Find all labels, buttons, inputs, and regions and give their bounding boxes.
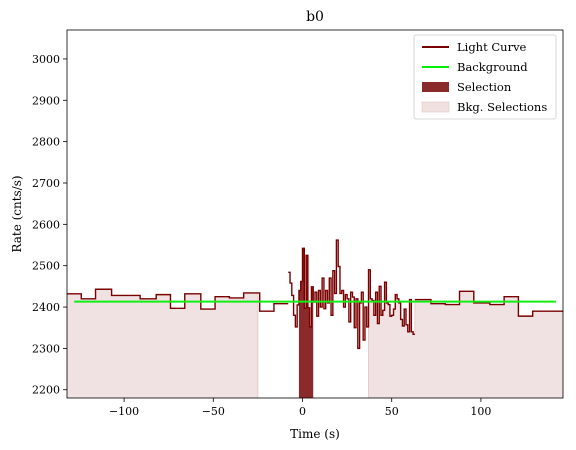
y-tick-label: 2400 <box>32 301 60 314</box>
legend-label-2: Selection <box>457 80 512 94</box>
legend-frame <box>413 34 557 120</box>
y-tick-label: 2500 <box>32 260 60 273</box>
light-curve-right <box>414 290 563 317</box>
x-tick-label: 50 <box>385 405 399 418</box>
y-axis-label: Rate (cnts/s) <box>10 175 24 252</box>
bkg-selection-area-1 <box>368 269 563 398</box>
legend-label-3: Bkg. Selections <box>457 100 547 114</box>
x-tick-label: −50 <box>202 405 225 418</box>
y-tick-label: 2700 <box>32 177 60 190</box>
x-tick-label: 0 <box>299 405 306 418</box>
light-curve-left <box>67 288 289 312</box>
legend-label-0: Light Curve <box>457 40 527 54</box>
bkg-selection-areas <box>67 269 563 398</box>
light-curve-series <box>67 239 563 350</box>
plot-frame <box>66 29 564 399</box>
legend-swatch-3 <box>421 101 450 113</box>
x-tick-label: −100 <box>109 405 139 418</box>
y-tick-label: 2900 <box>32 94 60 107</box>
light-curve-mid <box>288 239 415 350</box>
legend-label-1: Background <box>457 60 528 74</box>
x-axis-label: Time (s) <box>290 427 340 441</box>
x-tick-label: 100 <box>470 405 491 418</box>
bkg-selection-area-0 <box>67 288 259 398</box>
y-tick-label: 2300 <box>32 342 60 355</box>
y-tick-label: 2800 <box>32 136 60 149</box>
y-axis-ticks: 2200 2300 2400 2500 2600 2700 2800 2900 3000 <box>32 53 67 397</box>
x-axis-ticks: −100 −50 0 50 100 <box>109 398 491 418</box>
y-tick-label: 2200 <box>32 384 60 397</box>
legend-swatch-2 <box>422 82 449 92</box>
selection-area <box>298 248 314 398</box>
chart-title: b0 <box>306 9 324 25</box>
y-tick-label: 2600 <box>32 218 60 231</box>
y-tick-label: 3000 <box>32 53 60 66</box>
legend: Light Curve Background Selection Bkg. Selec… <box>413 34 557 120</box>
selection-bar <box>298 248 314 398</box>
